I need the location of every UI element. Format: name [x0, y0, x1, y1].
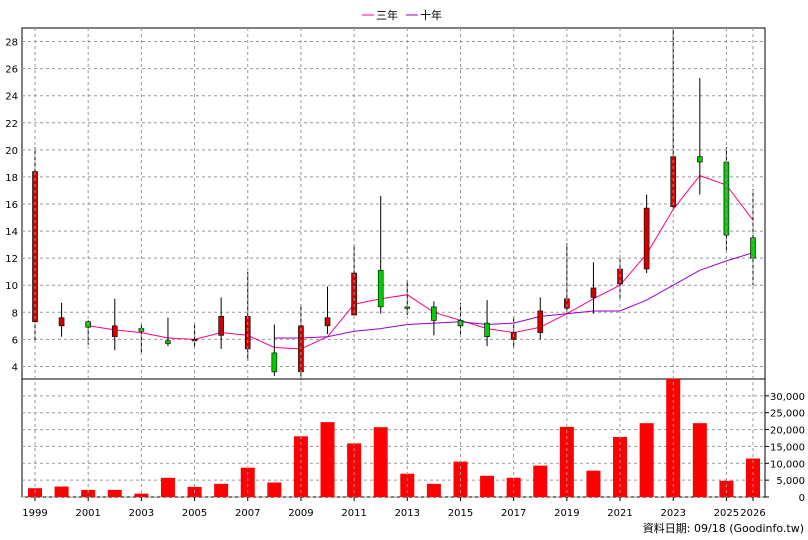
- price-tick-label: 4: [12, 362, 18, 373]
- candle-body: [58, 317, 65, 327]
- price-tick-label: 22: [5, 119, 18, 130]
- price-tick-label: 18: [5, 173, 18, 184]
- volume-bar: [240, 467, 255, 497]
- candle-body: [377, 270, 384, 308]
- volume-bar: [81, 489, 96, 497]
- volume-tick-label: 30,000: [770, 392, 805, 403]
- x-tick-label: 2019: [554, 508, 579, 519]
- volume-bar: [107, 489, 122, 497]
- volume-bar: [214, 483, 229, 497]
- candle-body: [324, 317, 331, 327]
- candle-body: [244, 316, 251, 350]
- candle-body: [404, 306, 411, 309]
- volume-bar: [506, 477, 521, 497]
- price-tick-label: 14: [5, 227, 18, 238]
- legend: 三年 十年: [362, 8, 442, 22]
- volume-tick-label: 0: [799, 493, 805, 504]
- volume-bar: [347, 443, 362, 497]
- x-tick-label: 2023: [660, 508, 685, 519]
- price-tick-label: 20: [5, 146, 18, 157]
- x-axis: 1999 2001 2003 2005 2007 2009 2011 2013 2015 2017…: [22, 28, 766, 519]
- candle-body: [271, 352, 278, 373]
- ma-line-3y: [88, 175, 754, 350]
- x-tick-label: 2017: [501, 508, 526, 519]
- volume-panel: 0 5,000 10,000 15,000 20,000 25,000 30,000: [22, 379, 805, 504]
- volume-tick-label: 5,000: [776, 476, 805, 487]
- x-tick-label: 2009: [288, 508, 313, 519]
- x-tick-label: 2025: [714, 508, 739, 519]
- x-tick-label: 2015: [448, 508, 473, 519]
- volume-bar: [480, 475, 495, 497]
- candle-body: [484, 322, 490, 337]
- volume-bar: [746, 458, 760, 497]
- price-tick-label: 24: [5, 92, 18, 103]
- volume-bar: [692, 423, 707, 497]
- price-tick-label: 28: [5, 38, 18, 49]
- plot-frame: [21, 27, 766, 498]
- volume-bar: [267, 482, 282, 497]
- volume-tick-label: 20,000: [770, 426, 805, 437]
- candle-body: [218, 316, 224, 336]
- x-tick-label: 2021: [607, 508, 632, 519]
- legend-label-3y: 三年: [376, 8, 398, 22]
- price-tick-label: 12: [5, 254, 18, 265]
- volume-tick-label: 15,000: [770, 442, 805, 453]
- candle-body: [697, 156, 703, 163]
- candle-body: [643, 207, 650, 270]
- source-note: 資料日期: 09/18 (Goodinfo.tw): [643, 521, 804, 535]
- volume-bar: [586, 470, 601, 497]
- x-tick-label: 2013: [395, 508, 420, 519]
- x-tick-label: 2011: [341, 508, 366, 519]
- volume-bar: [134, 493, 149, 497]
- price-tick-label: 26: [5, 65, 18, 76]
- price-tick-label: 10: [5, 281, 18, 292]
- candle-body: [111, 325, 118, 337]
- volume-bar: [373, 427, 388, 497]
- legend-label-10y: 十年: [420, 8, 442, 22]
- x-tick-label: 2001: [75, 508, 100, 519]
- volume-bar: [320, 422, 335, 497]
- volume-bar: [533, 465, 548, 497]
- candle-body: [431, 306, 437, 321]
- price-tick-label: 16: [5, 200, 18, 211]
- candle-body: [165, 340, 171, 344]
- volume-bar: [719, 480, 734, 497]
- candle-body: [670, 156, 677, 208]
- x-tick-label: 2003: [129, 508, 154, 519]
- volume-tick-label: 10,000: [770, 459, 805, 470]
- x-tick-label: 2026: [740, 508, 765, 519]
- x-tick-label: 2007: [235, 508, 260, 519]
- candle-body: [537, 310, 544, 333]
- volume-bar: [160, 477, 175, 497]
- x-tick-label: 2005: [182, 508, 207, 519]
- x-tick-label: 1999: [22, 508, 47, 519]
- volume-bar: [639, 423, 654, 497]
- candle-body: [590, 287, 597, 298]
- price-tick-label: 8: [12, 308, 18, 319]
- volume-bar: [426, 483, 441, 497]
- volume-bar: [54, 486, 69, 497]
- volume-tick-label: 25,000: [770, 409, 805, 420]
- price-tick-label: 6: [12, 335, 18, 346]
